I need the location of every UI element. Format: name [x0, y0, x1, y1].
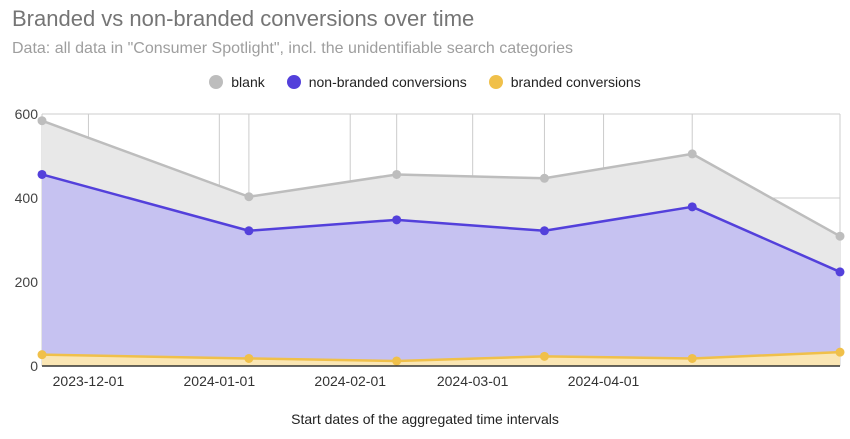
point-blank: [539, 173, 549, 183]
series-areas: [42, 120, 840, 366]
point-branded-conversions: [687, 353, 697, 363]
point-branded-conversions: [244, 353, 254, 363]
point-non-branded-conversions: [37, 169, 47, 179]
area-branded-conversions: [42, 352, 840, 366]
legend-label-blank: blank: [231, 74, 265, 90]
legend-label-branded: branded conversions: [510, 74, 641, 90]
y-tick-label: 600: [15, 106, 39, 122]
x-tick-label: 2024-03-01: [437, 373, 509, 389]
x-axis-label: Start dates of the aggregated time inter…: [291, 411, 559, 427]
line-blank: [41, 119, 841, 238]
point-non-branded-conversions: [244, 226, 254, 236]
point-blank: [835, 231, 845, 241]
y-tick-label: 200: [15, 274, 39, 290]
point-non-branded-conversions: [539, 226, 549, 236]
point-branded-conversions: [835, 347, 845, 357]
point-branded-conversions: [539, 351, 549, 361]
legend-item-non-branded[interactable]: non-branded conversions: [286, 74, 467, 90]
legend-label-non-branded: non-branded conversions: [308, 74, 467, 90]
area-non-branded-conversions: [42, 174, 840, 366]
series-lines: [41, 119, 841, 363]
y-tick-label: 400: [15, 190, 39, 206]
legend-item-branded[interactable]: branded conversions: [488, 74, 641, 90]
point-blank: [392, 169, 402, 179]
point-branded-conversions: [37, 350, 47, 360]
line-branded-conversions: [41, 350, 841, 363]
point-blank: [687, 149, 697, 159]
chart-subtitle: Data: all data in "Consumer Spotlight", …: [12, 40, 574, 57]
legend-item-blank[interactable]: blank: [209, 74, 265, 90]
point-non-branded-conversions: [687, 202, 697, 212]
point-branded-conversions: [392, 356, 402, 366]
point-non-branded-conversions: [835, 267, 845, 277]
legend-swatch-blank: [209, 75, 224, 89]
point-non-branded-conversions: [392, 215, 402, 225]
x-tick-label: 2024-04-01: [568, 373, 640, 389]
series-points: [37, 116, 845, 366]
x-axis-ticks: 2023-12-01 2024-01-01 2024-02-01 2024-03-01…: [53, 373, 640, 389]
y-axis-ticks: 0 200 400 600: [15, 106, 39, 374]
legend-swatch-non-branded: [286, 75, 301, 89]
legend-swatch-branded: [488, 75, 503, 89]
line-non-branded-conversions: [41, 173, 841, 274]
chart-title: Branded vs non-branded conversions over …: [12, 6, 475, 31]
x-tick-label: 2023-12-01: [53, 373, 125, 389]
point-blank: [244, 192, 254, 202]
x-tick-label: 2024-01-01: [184, 373, 256, 389]
legend: blank non-branded conversions branded co…: [0, 74, 850, 90]
x-tick-label: 2024-02-01: [314, 373, 386, 389]
point-blank: [37, 116, 47, 126]
y-tick-label: 0: [30, 358, 38, 374]
